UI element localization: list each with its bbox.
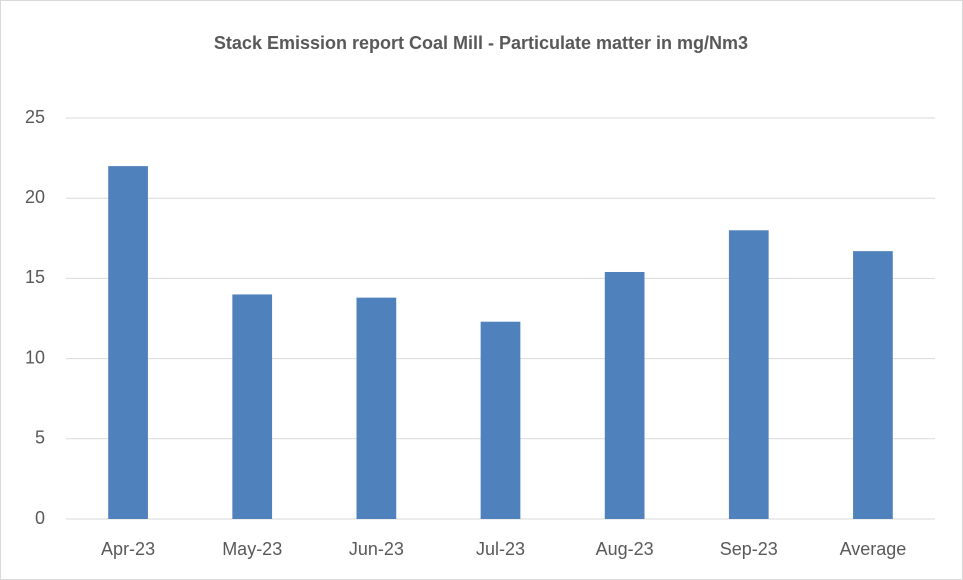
y-tick-label: 20 [25, 187, 45, 207]
x-tick-label: Average [840, 539, 907, 559]
bar [853, 251, 893, 519]
x-tick-label: Apr-23 [101, 539, 155, 559]
x-tick-label: May-23 [222, 539, 282, 559]
y-tick-label: 15 [25, 267, 45, 287]
chart-title: Stack Emission report Coal Mill - Partic… [214, 33, 748, 53]
x-tick-label: Sep-23 [720, 539, 778, 559]
bar [480, 321, 521, 519]
bar [728, 230, 769, 519]
y-tick-label: 25 [25, 107, 45, 127]
bar [604, 271, 645, 519]
y-tick-label: 0 [35, 508, 45, 528]
y-tick-label: 10 [25, 347, 45, 367]
y-tick-label: 5 [35, 428, 45, 448]
bar [232, 294, 273, 519]
x-tick-label: Jun-23 [349, 539, 404, 559]
x-tick-label: Jul-23 [476, 539, 525, 559]
bar [356, 297, 397, 519]
bar [108, 166, 148, 519]
x-tick-label: Aug-23 [596, 539, 654, 559]
